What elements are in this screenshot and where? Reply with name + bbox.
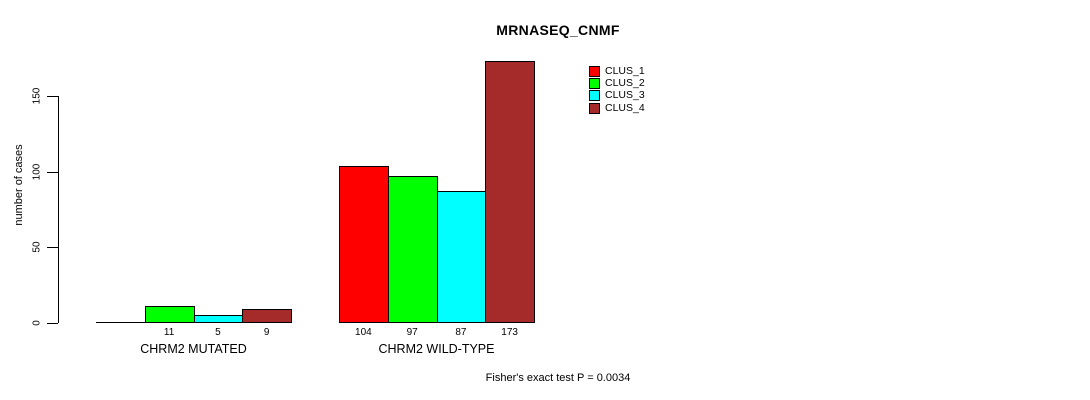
y-tick <box>47 96 58 97</box>
bar-value-label: 11 <box>163 327 175 338</box>
y-tick <box>47 247 58 249</box>
legend-label: CLUS_1 <box>605 65 645 77</box>
y-axis-line <box>58 96 59 323</box>
bar-value-label: 9 <box>263 327 270 338</box>
y-tick-label: 0 <box>31 320 43 326</box>
legend-swatch <box>589 78 600 90</box>
bar <box>485 61 535 323</box>
legend-swatch <box>589 102 600 114</box>
bar-value-label: 97 <box>406 327 418 338</box>
chart-title: MRNASEQ_CNMF <box>496 22 620 38</box>
legend-label: CLUS_4 <box>605 101 645 114</box>
legend-label: CLUS_3 <box>605 89 645 102</box>
bar <box>339 165 389 323</box>
bar <box>193 315 244 323</box>
legend-swatch <box>589 66 600 77</box>
bar-value-label: 87 <box>455 327 467 338</box>
legend-label: CLUS_2 <box>605 77 645 90</box>
y-axis-label: number of cases <box>13 144 25 226</box>
fisher-test-annotation: Fisher's exact test P = 0.0034 <box>485 372 631 384</box>
bar-value-label: 5 <box>215 327 221 338</box>
bar <box>387 176 438 323</box>
y-tick <box>47 171 58 173</box>
y-tick-label: 50 <box>31 241 43 253</box>
legend-swatch <box>589 90 600 102</box>
bar <box>436 191 487 323</box>
y-tick-label: 150 <box>31 87 43 105</box>
bar-value-label: 173 <box>501 327 518 338</box>
y-tick-label: 100 <box>31 163 43 180</box>
x-category-label: CHRM2 MUTATED <box>140 342 247 356</box>
bar <box>242 309 292 323</box>
y-tick <box>47 323 58 324</box>
bar <box>144 306 195 323</box>
zero-height-bar <box>96 322 146 323</box>
bar-value-label: 104 <box>355 327 372 338</box>
x-category-label: CHRM2 WILD-TYPE <box>378 342 495 356</box>
